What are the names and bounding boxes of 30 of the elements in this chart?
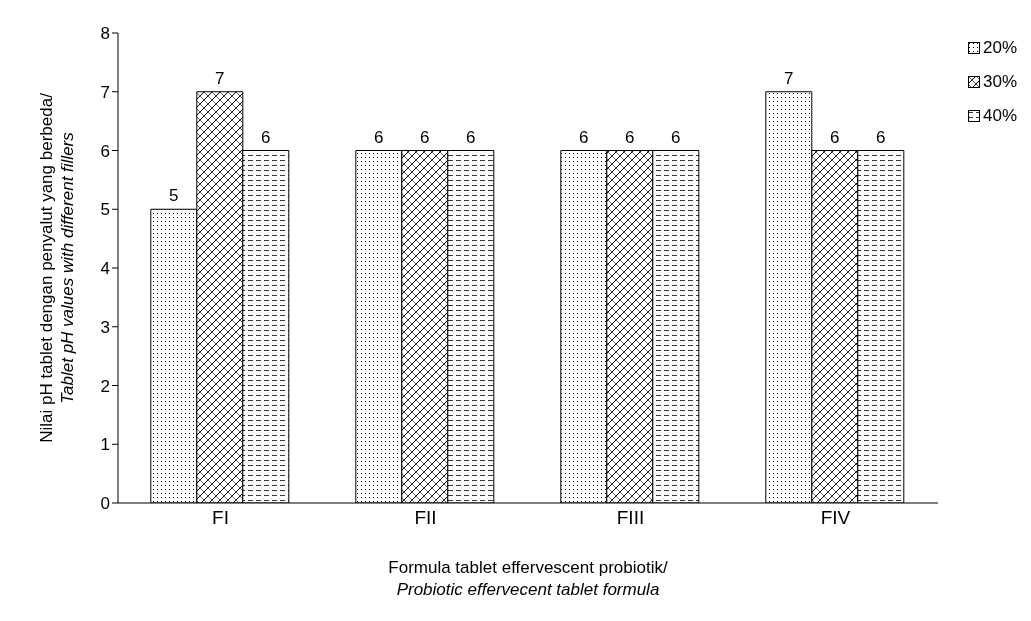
data-label: 6 [374,127,384,147]
data-label: 6 [579,127,589,147]
data-label: 6 [261,127,271,147]
x-tick-label: FIV [820,507,851,529]
data-label: 6 [625,127,635,147]
y-tick-label: 6 [100,141,110,161]
data-label: 6 [671,127,681,147]
data-label: 6 [420,127,430,147]
data-label: 7 [784,68,794,88]
x-axis-title: Formula tablet effervescent probiotik/ Probiotic effervecent tablet formula [388,558,668,599]
data-label: 5 [169,186,179,206]
data-label: 6 [876,127,886,147]
data-label: 6 [830,127,840,147]
legend-label: 20% [983,38,1018,58]
y-tick-label: 3 [100,317,110,337]
y-tick-label: 1 [100,435,110,455]
y-tick-label: 8 [100,24,110,44]
data-label: 6 [466,127,476,147]
y-tick-label: 2 [100,376,110,396]
x-tick-label: FIII [616,507,645,529]
y-tick-label: 5 [100,200,110,220]
legend-label: 30% [983,72,1018,92]
x-tick-label: FI [212,507,229,529]
data-label: 7 [215,68,225,88]
y-tick-label: 4 [100,259,110,279]
legend-label: 40% [983,106,1018,126]
y-tick-label: 0 [100,494,110,514]
x-tick-label: FII [414,507,437,529]
y-axis-title: Nilai pH tablet dengan penyalut yang berbeda/ Tablet pH values with different fillers [37,92,77,443]
y-tick-label: 7 [100,82,110,102]
